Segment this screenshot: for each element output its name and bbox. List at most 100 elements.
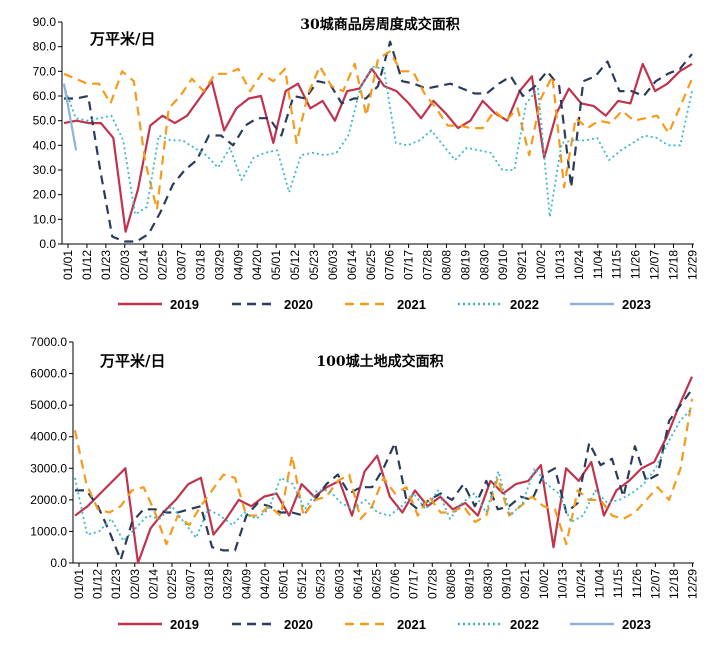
x-tick-label: 09/21 [515,250,529,280]
x-tick-label: 06/14 [351,569,365,599]
x-tick-label: 02/14 [137,250,151,280]
y-tick-label: 70.0 [33,64,57,78]
y-tick-label: 10.0 [33,212,57,226]
x-tick-label: 04/09 [231,250,245,280]
x-tick-label: 01/12 [91,569,105,599]
x-tick-label: 01/12 [80,250,94,280]
x-tick-label: 02/14 [146,569,160,599]
unit-label: 万平米/日 [99,352,165,370]
x-tick-label: 06/03 [326,250,340,280]
x-tick-label: 06/03 [332,569,346,599]
x-tick-label: 12/29 [685,250,699,280]
y-tick-label: 5000.0 [30,398,67,412]
x-tick-label: 10/24 [574,569,588,599]
x-tick-label: 05/12 [288,250,302,280]
x-tick-label: 12/18 [667,569,681,599]
x-tick-label: 12/29 [686,569,700,599]
x-tick-label: 06/14 [345,250,359,280]
legend-label-2021: 2021 [397,297,426,312]
x-tick-label: 08/08 [439,250,453,280]
y-tick-label: 0.0 [39,237,56,251]
legend-label-2023: 2023 [622,297,651,312]
legend-label-2019: 2019 [170,297,199,312]
legend-label-2022: 2022 [510,617,539,632]
chart-2: 0.0 1000.0 2000.0 3000.0 4000.0 5000.0 6000.0 7… [30,335,699,632]
x-tick-label: 11/04 [593,569,607,598]
x-tick-label: 12/07 [648,250,662,280]
x-tick-label: 02/25 [156,250,170,280]
chart-title: 30城商品房周度成交面积 [300,16,459,33]
x-tick-label: 05/23 [307,250,321,280]
legend-label-2019: 2019 [170,617,199,632]
x-tick-label: 03/07 [184,569,198,599]
x-tick-label: 07/28 [421,250,435,280]
x-tick-label: 11/15 [611,569,625,598]
x-tick-label: 07/06 [388,569,402,599]
x-tick-label: 09/10 [500,569,514,599]
legend-label-2022: 2022 [510,297,539,312]
x-tick-label: 12/07 [648,569,662,599]
chart-1: 0.0 10.0 20.0 30.0 40.0 50.0 60.0 70.0 80.0 90.0 0… [33,15,700,312]
x-tick-label: 03/18 [193,250,207,280]
x-tick-label: 08/30 [477,250,491,280]
x-tick-label: 01/23 [99,250,113,280]
x-tick-label: 08/30 [481,569,495,599]
legend-label-2020: 2020 [284,617,313,632]
x-tick-label: 02/03 [118,250,132,280]
x-tick-label: 03/18 [202,569,216,599]
x-tick-label: 11/26 [630,569,644,598]
x-tick-label: 04/20 [250,250,264,280]
x-tick-label: 11/15 [610,250,624,279]
y-tick-label: 2000.0 [30,493,67,507]
y-tick-label: 1000.0 [30,524,67,538]
legend-label-2021: 2021 [397,617,426,632]
x-tick-label: 08/19 [462,569,476,599]
x-tick-label: 06/25 [364,250,378,280]
x-tick-label: 06/25 [369,569,383,599]
y-tick-label: 3000.0 [30,461,67,475]
x-tick-label: 07/17 [402,250,416,280]
y-tick-label: 80.0 [33,40,57,54]
x-tick-label: 07/06 [383,250,397,280]
y-tick-label: 4000.0 [30,430,67,444]
x-tick-label: 07/28 [425,569,439,599]
x-tick-label: 09/21 [518,569,532,599]
legend-label-2020: 2020 [284,297,313,312]
series-line-2022 [63,65,693,218]
legend-label-2023: 2023 [622,617,651,632]
legend: 2019 2020 2021 2022 2023 [118,617,651,632]
chart-title: 100城土地成交面积 [316,353,443,370]
series-line-2023 [62,83,78,151]
y-tick-label: 40.0 [33,138,57,152]
x-tick-label: 01/01 [61,250,75,280]
y-tick-label: 90.0 [33,15,57,29]
series-line-2019 [63,62,693,233]
x-tick-label: 10/02 [537,569,551,599]
series-line-2022 [74,407,693,542]
x-tick-label: 04/20 [258,569,272,599]
y-tick-label: 30.0 [33,163,57,177]
y-tick-label: 0.0 [50,556,67,570]
series-line-2019 [74,376,694,565]
x-tick-label: 04/09 [239,569,253,599]
x-tick-label: 11/04 [591,250,605,279]
y-tick-label: 20.0 [33,188,57,202]
x-tick-label: 10/02 [534,250,548,280]
x-tick-label: 01/01 [72,569,86,599]
y-tick-label: 7000.0 [30,335,67,349]
y-tick-label: 6000.0 [30,367,67,381]
series-line-2020 [64,40,693,243]
series-line-2020 [75,388,693,561]
y-tick-label: 50.0 [33,114,57,128]
x-tick-label: 12/18 [667,250,681,280]
x-tick-label: 03/29 [212,250,226,280]
x-tick-label: 08/19 [458,250,472,280]
x-tick-label: 05/01 [277,569,291,599]
x-tick-label: 01/23 [109,569,123,599]
x-tick-label: 08/08 [444,569,458,599]
y-tick-label: 60.0 [33,89,57,103]
legend: 2019 2020 2021 2022 2023 [118,297,651,312]
unit-label: 万平米/日 [89,30,155,48]
x-tick-label: 03/07 [175,250,189,280]
